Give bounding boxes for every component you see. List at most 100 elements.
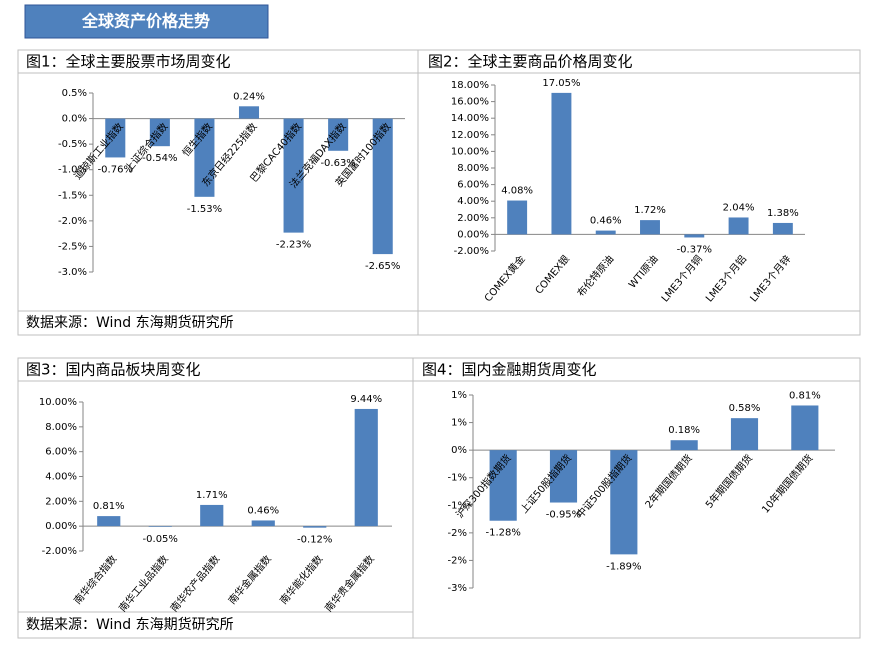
x-tick-label: 南华贵金属指数 xyxy=(322,553,377,615)
value-label: -0.95% xyxy=(546,510,581,521)
y-tick-label: 18.00% xyxy=(451,80,489,91)
x-tick-label: WTI原油 xyxy=(626,253,661,291)
x-tick-label: 10年期国债期货 xyxy=(759,452,816,516)
bar xyxy=(97,516,121,527)
y-tick-label: 8.00% xyxy=(45,422,77,433)
x-tick-label: 南华金属指数 xyxy=(225,553,274,607)
bar xyxy=(149,118,170,147)
y-tick-label: 0.00% xyxy=(457,229,489,240)
bar xyxy=(610,450,638,555)
value-label: 0.24% xyxy=(233,91,265,102)
bar xyxy=(328,118,349,151)
y-tick-label: -2.5% xyxy=(58,241,87,252)
x-tick-label: 南华工业品指数 xyxy=(116,553,171,615)
y-tick-label: -0.5% xyxy=(58,139,87,150)
bar xyxy=(372,118,393,255)
value-label: -2.23% xyxy=(276,240,311,251)
x-tick-label: 南华能化指数 xyxy=(277,553,326,607)
bar xyxy=(670,440,698,451)
y-tick-label: 6.00% xyxy=(45,447,77,458)
source-note: 数据来源：Wind 东海期货研究所 xyxy=(26,616,234,633)
frame-bottom xyxy=(17,357,861,639)
chart-title: 图3：国内商品板块周变化 xyxy=(26,361,201,379)
value-label: -0.12% xyxy=(297,535,332,546)
bar xyxy=(730,418,759,451)
chart-title: 图2：全球主要商品价格周变化 xyxy=(428,53,633,71)
value-label: -1.53% xyxy=(187,204,222,215)
bar xyxy=(595,230,616,235)
y-tick-label: -3.0% xyxy=(58,267,87,278)
y-tick-label: 14.00% xyxy=(451,113,489,124)
x-tick-label: 南华综合指数 xyxy=(71,553,120,607)
value-label: -1.28% xyxy=(485,528,520,539)
x-tick-label: COMEX银 xyxy=(532,253,572,297)
bar xyxy=(507,200,528,235)
value-label: 9.44% xyxy=(350,394,382,405)
value-label: -1.89% xyxy=(606,561,641,572)
bar xyxy=(549,450,578,503)
y-tick-label: -2.00% xyxy=(454,246,489,257)
y-tick-label: 0.5% xyxy=(62,88,87,99)
y-tick-label: 4.00% xyxy=(457,196,489,207)
header-box xyxy=(24,4,269,39)
y-tick-label: -1.5% xyxy=(58,190,87,201)
y-tick-label: 8.00% xyxy=(457,163,489,174)
y-tick-label: 0.0% xyxy=(62,114,87,125)
value-label: -2.65% xyxy=(365,261,400,272)
frame-top xyxy=(17,49,861,336)
bar xyxy=(728,217,749,235)
y-tick-label: 1% xyxy=(451,418,467,429)
bar xyxy=(251,520,275,527)
x-tick-label: 布伦特原油 xyxy=(574,253,616,300)
value-label: 1.71% xyxy=(196,490,228,501)
y-tick-label: -1% xyxy=(448,500,467,511)
x-tick-label: COMEX黄金 xyxy=(481,253,527,305)
value-label: 0.81% xyxy=(93,501,125,512)
bar xyxy=(489,450,517,521)
y-tick-label: 16.00% xyxy=(451,97,489,108)
value-label: -0.37% xyxy=(677,244,712,255)
y-tick-label: 10.00% xyxy=(39,397,77,408)
bar xyxy=(105,118,126,158)
bar xyxy=(148,526,172,527)
x-tick-label: 上证综合指数 xyxy=(122,120,171,174)
value-label: 0.58% xyxy=(729,403,761,414)
x-tick-label: 南华农产品指数 xyxy=(167,553,222,615)
value-label: -0.54% xyxy=(142,153,177,164)
bar xyxy=(354,408,378,527)
y-tick-label: -3% xyxy=(448,583,467,594)
y-tick-label: -2% xyxy=(448,528,467,539)
value-label: 1.38% xyxy=(767,208,799,219)
value-label: -0.63% xyxy=(320,158,355,169)
value-label: 0.46% xyxy=(247,505,279,516)
x-tick-label: 2年期国债期货 xyxy=(642,452,695,511)
value-label: 2.04% xyxy=(723,202,755,213)
y-tick-label: -2.00% xyxy=(42,546,77,557)
y-tick-label: 2.00% xyxy=(457,213,489,224)
x-tick-label: LME3个月铜 xyxy=(659,253,705,304)
source-note: 数据来源：Wind 东海期货研究所 xyxy=(26,314,234,331)
value-label: 0.46% xyxy=(590,216,622,227)
value-label: 0.81% xyxy=(789,390,821,401)
bar xyxy=(772,222,793,235)
y-tick-label: -2% xyxy=(448,555,467,566)
y-tick-label: -1% xyxy=(448,473,467,484)
bar xyxy=(791,405,819,451)
value-label: 0.18% xyxy=(668,425,700,436)
y-tick-label: 1% xyxy=(451,390,467,401)
y-tick-label: 12.00% xyxy=(451,130,489,141)
bar xyxy=(684,234,705,238)
y-tick-label: 0% xyxy=(451,445,467,456)
value-label: -0.05% xyxy=(143,534,178,545)
x-tick-label: 5年期国债期货 xyxy=(702,452,755,511)
bar xyxy=(640,220,660,235)
chart-title: 图1：全球主要股票市场周变化 xyxy=(26,53,231,71)
y-tick-label: 2.00% xyxy=(45,496,77,507)
header-title: 全球资产价格走势 xyxy=(81,12,210,31)
value-label: -0.76% xyxy=(98,164,133,175)
bar xyxy=(200,504,224,527)
value-label: 1.72% xyxy=(634,205,666,216)
value-label: 17.05% xyxy=(542,78,580,89)
chart-title: 图4：国内金融期货周变化 xyxy=(422,361,597,379)
y-tick-label: 4.00% xyxy=(45,472,77,483)
